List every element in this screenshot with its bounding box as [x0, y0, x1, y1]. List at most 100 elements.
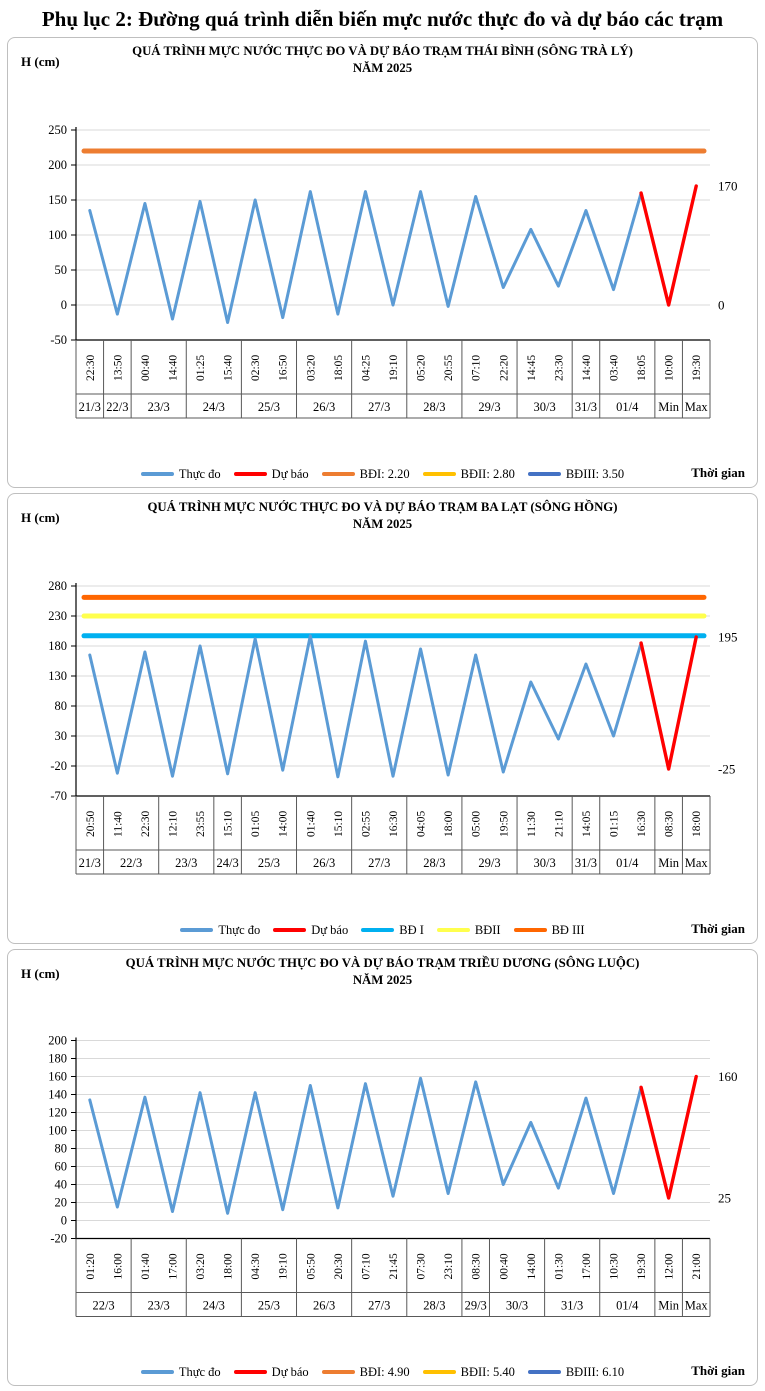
- x-time-label: 13:50: [112, 355, 124, 381]
- legend-line-icon: [321, 1370, 355, 1374]
- x-time-label: 12:10: [167, 811, 179, 837]
- legend-item: Thực đo: [140, 467, 221, 482]
- x-date-label: 31/3: [575, 856, 597, 870]
- y-tick-label: 120: [48, 1106, 67, 1120]
- chart-box-trieu-duong: H (cm) QUÁ TRÌNH MỰC NƯỚC THỰC ĐO VÀ DỰ …: [7, 949, 758, 1386]
- y-tick-label: -20: [50, 1232, 67, 1246]
- x-time-label: 19:30: [691, 355, 703, 381]
- legend-item: BĐII: 2.80: [422, 467, 515, 482]
- chart-header: H (cm) QUÁ TRÌNH MỰC NƯỚC THỰC ĐO VÀ DỰ …: [8, 38, 757, 83]
- x-time-label: 01:30: [553, 1253, 565, 1279]
- y-tick-label: 130: [48, 669, 67, 683]
- legend-line-icon: [233, 472, 267, 476]
- y-tick-label: 140: [48, 1088, 67, 1102]
- chart-plot: 280 230 180 130 80 30 -20 -70 195 -25 20:50 11:40 22…: [48, 579, 738, 875]
- observed-line: [88, 190, 643, 324]
- forecast-line: [639, 184, 698, 307]
- x-time-label: 01:15: [609, 811, 621, 837]
- legend-line-icon: [321, 472, 355, 476]
- y-tick-label: 0: [61, 1214, 67, 1228]
- y-tick-label: 160: [48, 1070, 67, 1084]
- y-tick-label: 280: [48, 579, 67, 593]
- chart-title: QUÁ TRÌNH MỰC NƯỚC THỰC ĐO VÀ DỰ BÁO TRẠ…: [68, 43, 697, 78]
- x-date-label: 21/3: [79, 856, 101, 870]
- x-date-label: 29/3: [478, 856, 500, 870]
- x-time-label: 03:20: [195, 1253, 207, 1279]
- legend: Thực đo Dự báo BĐ I BĐII BĐ III: [8, 917, 757, 943]
- x-time-label: 19:10: [388, 355, 400, 381]
- x-date-label: Max: [685, 1299, 709, 1313]
- page-title: Phụ lục 2: Đường quá trình diễn biến mực…: [41, 7, 724, 31]
- legend-item: BĐI: 4.90: [321, 1365, 410, 1380]
- x-time-label: 19:50: [498, 811, 510, 837]
- x-time-label: 14:05: [581, 811, 593, 837]
- y-tick-label: 0: [61, 298, 67, 312]
- x-axis-title: Thời gian: [691, 921, 745, 936]
- x-date-label: 24/3: [203, 400, 225, 414]
- x-time-label: 04:25: [360, 355, 372, 381]
- x-time-label: 15:40: [223, 355, 235, 381]
- legend-item-label: BĐIII: 6.10: [565, 1364, 625, 1379]
- x-time-label: 11:40: [112, 811, 124, 837]
- x-time-label: 07:10: [471, 355, 483, 381]
- legend-item: Dự báo: [233, 1364, 309, 1380]
- x-date-label: Max: [685, 400, 709, 414]
- x-time-label: 17:00: [167, 1253, 179, 1279]
- x-date-label: 26/3: [313, 400, 335, 414]
- x-date-label: 30/3: [533, 400, 555, 414]
- legend-line-icon: [422, 472, 456, 476]
- chart-title-line1: QUÁ TRÌNH MỰC NƯỚC THỰC ĐO VÀ DỰ BÁO TRẠ…: [147, 500, 618, 514]
- x-time-label: 19:30: [636, 1253, 648, 1279]
- x-time-label: 10:30: [609, 1253, 621, 1279]
- x-time-label: 23:30: [553, 355, 565, 381]
- x-time-label: 02:30: [250, 355, 262, 381]
- x-time-label: 14:40: [167, 355, 179, 381]
- x-date-label: 01/4: [616, 1299, 639, 1313]
- chart-title: QUÁ TRÌNH MỰC NƯỚC THỰC ĐO VÀ DỰ BÁO TRẠ…: [68, 955, 697, 990]
- y-tick-label: 100: [48, 228, 67, 242]
- x-date-label: 31/3: [575, 400, 597, 414]
- legend-item-label: BĐIII: 3.50: [565, 466, 625, 481]
- data-label: 195: [718, 630, 738, 645]
- x-date-label: 25/3: [258, 856, 280, 870]
- x-axis-title: Thời gian: [691, 1363, 745, 1378]
- x-date-label: 28/3: [423, 856, 445, 870]
- x-date-label: 24/3: [203, 1299, 225, 1313]
- x-time-label: 14:45: [526, 355, 538, 381]
- legend-item-label: Dự báo: [271, 1364, 309, 1379]
- x-time-label: 21:45: [388, 1253, 400, 1279]
- x-date-label: 28/3: [423, 1299, 445, 1313]
- x-time-label: 22:30: [85, 355, 97, 381]
- data-label: 160: [718, 1069, 738, 1084]
- x-date-label: Max: [685, 856, 709, 870]
- x-time-label: 16:50: [278, 355, 290, 381]
- y-tick-label: 200: [48, 1034, 67, 1048]
- legend-item-label: BĐI: 2.20: [359, 466, 410, 481]
- x-date-label: 29/3: [465, 1299, 487, 1313]
- y-axis-title: H (cm): [21, 966, 60, 981]
- x-date-label: 29/3: [478, 400, 500, 414]
- x-date-label: 25/3: [258, 1299, 280, 1313]
- legend-item: BĐ III: [513, 923, 585, 938]
- legend-item: BĐII: [436, 923, 501, 938]
- x-date-label: 23/3: [148, 1299, 170, 1313]
- chart-title-line2: NĂM 2025: [352, 973, 413, 988]
- x-date-label: 01/4: [616, 400, 639, 414]
- x-date-label: 27/3: [368, 1299, 390, 1313]
- x-time-label: 07:10: [360, 1253, 372, 1279]
- x-time-label: 16:30: [388, 811, 400, 837]
- y-tick-label: 40: [55, 1178, 68, 1192]
- legend-line-icon: [422, 1370, 456, 1374]
- x-time-label: 16:00: [112, 1253, 124, 1279]
- x-time-label: 18:00: [691, 811, 703, 837]
- x-date-label: 22/3: [120, 856, 142, 870]
- y-tick-label: 50: [55, 263, 68, 277]
- chart-header: H (cm) QUÁ TRÌNH MỰC NƯỚC THỰC ĐO VÀ DỰ …: [8, 494, 757, 539]
- legend-line-icon: [527, 1370, 561, 1374]
- legend-row: Thực đo Dự báo BĐI: 2.20 BĐII: 2.80 BĐIII: 3…: [8, 461, 757, 487]
- y-tick-label: 100: [48, 1124, 67, 1138]
- y-axis-title: H (cm): [21, 54, 60, 69]
- y-tick-label: -70: [50, 789, 67, 803]
- x-time-label: 14:00: [278, 811, 290, 837]
- x-date-label: 22/3: [106, 400, 128, 414]
